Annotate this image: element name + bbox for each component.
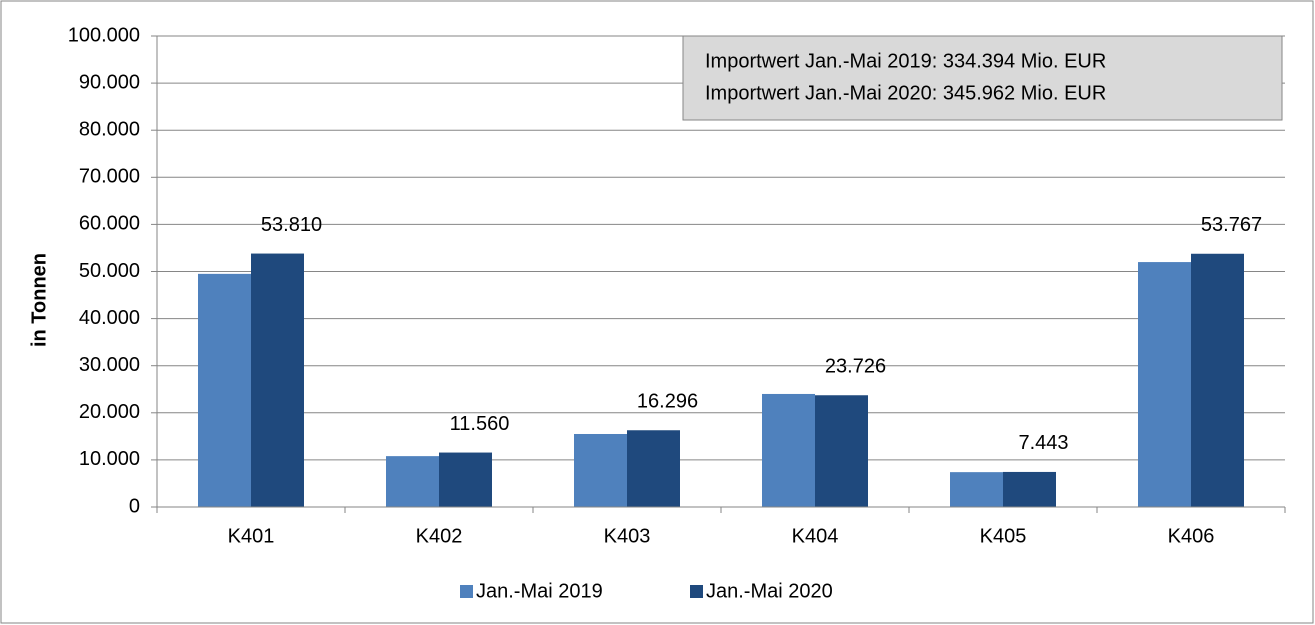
annotation: Importwert Jan.-Mai 2020: 345.962 Mio. E… bbox=[705, 82, 1106, 104]
bar bbox=[198, 273, 251, 507]
y-tick-label: 10.000 bbox=[79, 448, 140, 470]
annotation: Importwert Jan.-Mai 2019: 334.394 Mio. E… bbox=[705, 50, 1106, 72]
data-label: 23.726 bbox=[825, 356, 886, 378]
bar bbox=[762, 393, 815, 507]
annotation-box bbox=[682, 35, 1283, 121]
bar bbox=[1191, 253, 1244, 507]
legend-swatch bbox=[460, 585, 473, 598]
y-tick-label: 70.000 bbox=[79, 166, 140, 188]
data-label: 11.560 bbox=[450, 413, 510, 435]
y-tick-label: 50.000 bbox=[79, 260, 140, 282]
y-tick-label: 40.000 bbox=[79, 307, 140, 329]
bar bbox=[950, 472, 1003, 507]
y-axis-title: in Tonnen bbox=[28, 253, 50, 347]
bar bbox=[574, 433, 627, 507]
x-tick-label: K406 bbox=[1168, 525, 1215, 547]
x-tick-label: K404 bbox=[792, 525, 839, 547]
y-tick-label: 100.000 bbox=[68, 24, 140, 46]
bar bbox=[815, 395, 868, 507]
legend-label: Jan.-Mai 2020 bbox=[706, 580, 833, 602]
data-label: 16.296 bbox=[637, 391, 698, 413]
x-tick-label: K402 bbox=[416, 525, 463, 547]
legend-swatch bbox=[690, 585, 703, 598]
x-tick-label: K401 bbox=[228, 525, 275, 547]
bar bbox=[627, 430, 680, 507]
y-tick-label: 60.000 bbox=[79, 213, 140, 235]
bar bbox=[439, 452, 492, 507]
bar bbox=[251, 253, 304, 507]
y-tick-label: 20.000 bbox=[79, 401, 140, 423]
x-tick-label: K405 bbox=[980, 525, 1027, 547]
bar bbox=[1003, 471, 1056, 507]
y-tick-label: 90.000 bbox=[79, 71, 140, 93]
bar bbox=[1138, 262, 1191, 507]
y-tick-label: 30.000 bbox=[79, 354, 140, 376]
bar bbox=[386, 456, 439, 507]
x-tick-label: K403 bbox=[604, 525, 651, 547]
data-label: 53.810 bbox=[261, 214, 322, 236]
y-tick-label: 80.000 bbox=[79, 118, 140, 140]
legend-label: Jan.-Mai 2019 bbox=[476, 580, 603, 602]
data-label: 53.767 bbox=[1201, 214, 1262, 236]
data-label: 7.443 bbox=[1018, 432, 1068, 454]
y-tick-label: 0 bbox=[129, 495, 140, 517]
